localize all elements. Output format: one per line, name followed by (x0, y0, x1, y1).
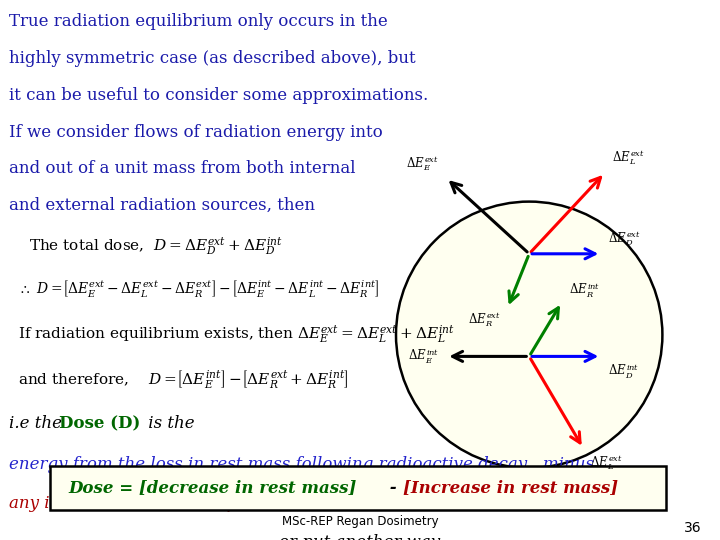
Text: is the: is the (143, 415, 194, 432)
Text: and external radiation sources, then: and external radiation sources, then (9, 197, 315, 214)
Text: and therefore,    $D = \!\left[\Delta E_E^{int}\right]- \!\left[\Delta E_R^{ext}: and therefore, $D = \!\left[\Delta E_E^{… (18, 368, 348, 390)
Text: energy from the loss in rest mass following radioactive decay   minus: energy from the loss in rest mass follow… (9, 456, 595, 472)
Text: The total dose,  $D = \Delta E_D^{ext} + \Delta E_D^{int}$: The total dose, $D = \Delta E_D^{ext} + … (29, 235, 283, 257)
Text: $\Delta E_D^{ext}$: $\Delta E_D^{ext}$ (608, 230, 642, 248)
Text: $\Delta E_E^{int}$: $\Delta E_E^{int}$ (408, 347, 439, 366)
Text: If we consider flows of radiation energy into: If we consider flows of radiation energy… (9, 124, 383, 140)
Text: and out of a unit mass from both internal: and out of a unit mass from both interna… (9, 160, 356, 177)
Text: Dose (D): Dose (D) (59, 415, 140, 432)
Text: $\Delta E_E^{ext}$: $\Delta E_E^{ext}$ (406, 154, 439, 173)
Text: $\Delta E_L^{ext}$: $\Delta E_L^{ext}$ (590, 454, 624, 472)
Text: Dose = [decrease in rest mass]: Dose = [decrease in rest mass] (68, 479, 357, 496)
Ellipse shape (396, 201, 662, 468)
Text: -: - (384, 479, 402, 496)
Text: i.e the: i.e the (9, 415, 68, 432)
Text: True radiation equilibrium only occurs in the: True radiation equilibrium only occurs i… (9, 14, 388, 30)
Text: $\therefore\ D = \!\left[\Delta E_E^{ext} - \Delta E_L^{ext} - \Delta E_R^{ext}\: $\therefore\ D = \!\left[\Delta E_E^{ext… (18, 279, 379, 300)
Text: it can be useful to consider some approximations.: it can be useful to consider some approx… (9, 87, 428, 104)
Text: any increase in rest mass from external & internal radiation interactions,: any increase in rest mass from external … (9, 495, 629, 511)
Text: $\Delta E_R^{ext}$: $\Delta E_R^{ext}$ (467, 310, 500, 329)
Text: $\Delta E_R^{int}$: $\Delta E_R^{int}$ (569, 280, 600, 300)
Text: $\Delta E_D^{int}$: $\Delta E_D^{int}$ (608, 362, 639, 381)
Text: $\Delta E_L^{ext}$: $\Delta E_L^{ext}$ (612, 148, 645, 167)
Text: [Increase in rest mass]: [Increase in rest mass] (403, 479, 618, 496)
Text: If radiation equilibrium exists, then $\Delta E_E^{ext} = \Delta E_L^{ext} + \De: If radiation equilibrium exists, then $\… (18, 323, 455, 346)
Text: 36: 36 (685, 521, 702, 535)
Text: MSc-REP Regan Dosimetry: MSc-REP Regan Dosimetry (282, 515, 438, 528)
Text: or put another way: or put another way (279, 534, 441, 540)
FancyBboxPatch shape (50, 466, 666, 510)
Text: highly symmetric case (as described above), but: highly symmetric case (as described abov… (9, 50, 416, 67)
